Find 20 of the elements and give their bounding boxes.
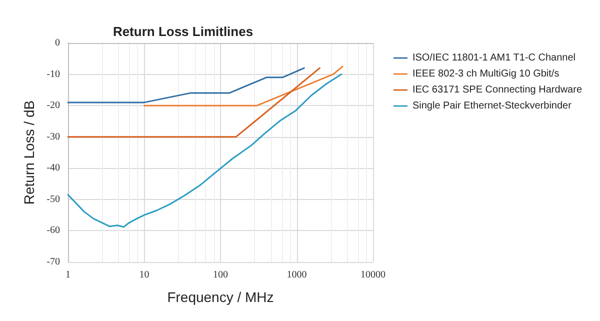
x-tick-label: 1000 [286, 270, 307, 280]
legend-label: Single Pair Ethernet-Steckverbinder [412, 100, 572, 112]
y-tick-label: -20 [46, 100, 60, 112]
legend-label: IEC 63171 SPE Connecting Hardware [412, 84, 582, 96]
y-tick-label: -70 [46, 256, 60, 268]
x-tick-label: 10000 [360, 270, 386, 280]
x-tick-label: 10 [139, 270, 150, 280]
x-tick-label: 100 [213, 270, 228, 280]
y-axis-title: Return Loss / dB [20, 100, 37, 205]
legend-label: ISO/IEC 11801-1 AM1 T1-C Channel [412, 52, 576, 64]
y-tick-label: -40 [46, 162, 60, 174]
y-tick-label: -10 [46, 68, 60, 80]
y-tick-label: -60 [46, 225, 60, 236]
chart-title: Return Loss Limitlines [112, 24, 254, 39]
x-tick-label: 1 [66, 270, 70, 280]
legend-label: IEEE 802-3 ch MultiGig 10 Gbit/s [412, 68, 560, 80]
x-axis-title: Frequency / MHz [167, 289, 274, 305]
y-tick-label: 0 [55, 38, 60, 48]
y-tick-label: -50 [46, 194, 60, 205]
y-tick-label: -30 [46, 131, 60, 142]
